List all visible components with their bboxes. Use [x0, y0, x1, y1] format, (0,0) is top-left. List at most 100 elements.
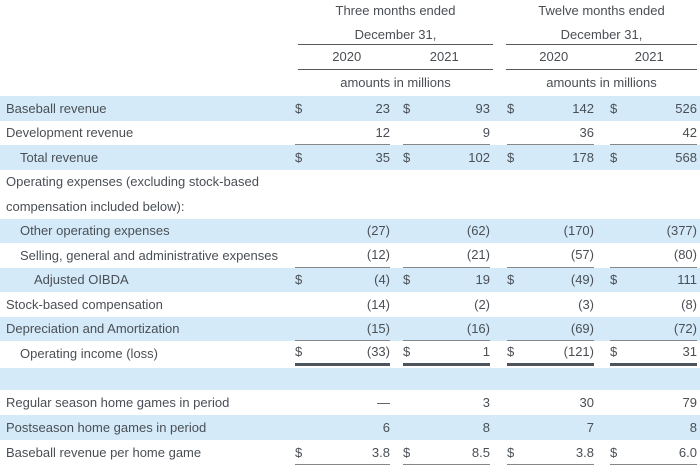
- row-label: Depreciation and Amortization: [6, 321, 180, 337]
- cell-12mo-2021: (377): [610, 219, 697, 244]
- cell-3mo-2021: [403, 170, 490, 195]
- cell-value: 111: [677, 272, 697, 288]
- cell-12mo-2020: $178: [507, 145, 594, 170]
- cell-value: 9: [482, 124, 490, 140]
- cell-value: 3: [482, 395, 490, 410]
- cell-value: (16): [466, 320, 490, 336]
- cell-12mo-2020: 36: [507, 121, 594, 145]
- cell-value: 6: [382, 420, 390, 435]
- table-row: Postseason home games in period 6 8 7 8: [0, 415, 700, 440]
- cell-value: 6.0: [678, 444, 697, 460]
- period-subtitle: December 31,: [354, 27, 437, 42]
- cell-12mo-2020: [507, 170, 594, 195]
- currency-symbol: $: [507, 149, 515, 165]
- cell-12mo-2020: 7: [507, 415, 594, 440]
- row-label: Operating expenses (excluding stock-base…: [6, 174, 259, 190]
- table-body: Baseball revenue $23 $93 $142 $526 Devel…: [0, 96, 700, 465]
- cell-value: 31: [682, 344, 697, 360]
- cell-value: 178: [572, 149, 594, 165]
- cell-value: 8.5: [471, 444, 490, 460]
- cell-value: (80): [673, 247, 697, 263]
- cell-12mo-2021: (72): [610, 317, 697, 341]
- cell-12mo-2020: 30: [507, 390, 594, 415]
- row-label: Selling, general and administrative expe…: [20, 247, 278, 263]
- row-label: Baseball revenue per home game: [6, 445, 202, 460]
- cell-12mo-2021: (8): [610, 292, 697, 317]
- cell-3mo-2021: [403, 368, 490, 390]
- cell-3mo-2021: 9: [403, 121, 490, 145]
- currency-symbol: $: [610, 444, 618, 460]
- cell-value: 568: [675, 149, 697, 165]
- cell-12mo-2021: 79: [610, 390, 697, 415]
- table-row: compensation included below):: [0, 194, 700, 219]
- cell-value: 7: [586, 420, 594, 435]
- table-row: [0, 368, 700, 390]
- header-rule: [506, 69, 697, 70]
- cell-value: 12: [375, 124, 390, 140]
- currency-symbol: $: [507, 100, 515, 116]
- currency-symbol: $: [507, 444, 515, 460]
- currency-symbol: $: [403, 100, 411, 116]
- header-group-twelve-months: Twelve months ended December 31, 2020 20…: [506, 0, 697, 91]
- row-label: Total revenue: [20, 149, 99, 165]
- cell-12mo-2021: $31: [610, 341, 697, 366]
- cell-3mo-2020: (12): [295, 243, 390, 268]
- year-label-2020: 2020: [332, 49, 362, 64]
- cell-3mo-2020: $ (33): [295, 341, 390, 366]
- cell-12mo-2020: (3): [507, 292, 594, 317]
- table-row: Depreciation and Amortization (15) (16) …: [0, 316, 700, 341]
- cell-value: —: [377, 395, 390, 410]
- cell-12mo-2020: $142: [507, 96, 594, 121]
- currency-symbol: $: [610, 344, 618, 360]
- cell-3mo-2021: [403, 194, 490, 219]
- cell-value: (377): [666, 223, 697, 239]
- cell-value: (62): [466, 223, 490, 239]
- table-row: Total revenue $35 $102 $178 $568: [0, 145, 700, 170]
- cell-12mo-2021: $568: [610, 145, 697, 170]
- year-label-2020: 2020: [539, 49, 569, 64]
- cell-value: 3.8: [575, 444, 594, 460]
- row-label: Postseason home games in period: [6, 420, 207, 435]
- table-row: Baseball revenue $23 $93 $142 $526: [0, 96, 700, 121]
- cell-value: (4): [374, 272, 390, 288]
- units-label: amounts in millions: [340, 75, 451, 90]
- cell-value: 42: [682, 124, 697, 140]
- cell-3mo-2020: (27): [295, 219, 390, 244]
- cell-12mo-2020: (69): [507, 317, 594, 341]
- year-label-2021: 2021: [429, 49, 459, 64]
- cell-12mo-2020: $ (121): [507, 341, 594, 366]
- cell-3mo-2021: 3: [403, 390, 490, 415]
- cell-12mo-2021: [610, 194, 697, 219]
- year-label-2021: 2021: [634, 49, 664, 64]
- table-row: Other operating expenses (27) (62) (170)…: [0, 218, 700, 244]
- table-row: Regular season home games in period — 3 …: [0, 390, 700, 415]
- table-row: Operating income (loss) $ (33) $1 $ (121) …: [0, 341, 700, 366]
- table-row: Development revenue 12 9 36 42: [0, 121, 700, 145]
- cell-value: (121): [563, 344, 594, 360]
- cell-3mo-2021: $102: [403, 145, 490, 170]
- cell-value: (8): [681, 296, 697, 312]
- currency-symbol: $: [295, 149, 303, 165]
- cell-value: 30: [579, 395, 594, 410]
- cell-12mo-2021: (80): [610, 243, 697, 268]
- cell-12mo-2021: 8: [610, 415, 697, 440]
- cell-value: (21): [466, 247, 490, 263]
- cell-value: 35: [375, 149, 390, 165]
- cell-value: (3): [578, 296, 594, 312]
- header-group-three-months: Three months ended December 31, 2020 202…: [298, 0, 493, 91]
- cell-3mo-2020: [295, 170, 390, 195]
- cell-value: 36: [579, 124, 594, 140]
- cell-12mo-2020: $3.8: [507, 440, 594, 465]
- cell-value: 19: [475, 272, 490, 288]
- currency-symbol: $: [295, 272, 303, 288]
- currency-symbol: $: [403, 149, 411, 165]
- year-columns: 2020 2021: [506, 45, 697, 68]
- units-label: amounts in millions: [546, 75, 657, 90]
- row-label: Stock-based compensation: [6, 296, 163, 312]
- cell-3mo-2021: (21): [403, 243, 490, 268]
- header-rule: [298, 69, 493, 70]
- cell-3mo-2020: 12: [295, 121, 390, 145]
- cell-value: 8: [482, 420, 490, 435]
- cell-3mo-2020: (15): [295, 317, 390, 341]
- cell-value: (72): [673, 320, 697, 336]
